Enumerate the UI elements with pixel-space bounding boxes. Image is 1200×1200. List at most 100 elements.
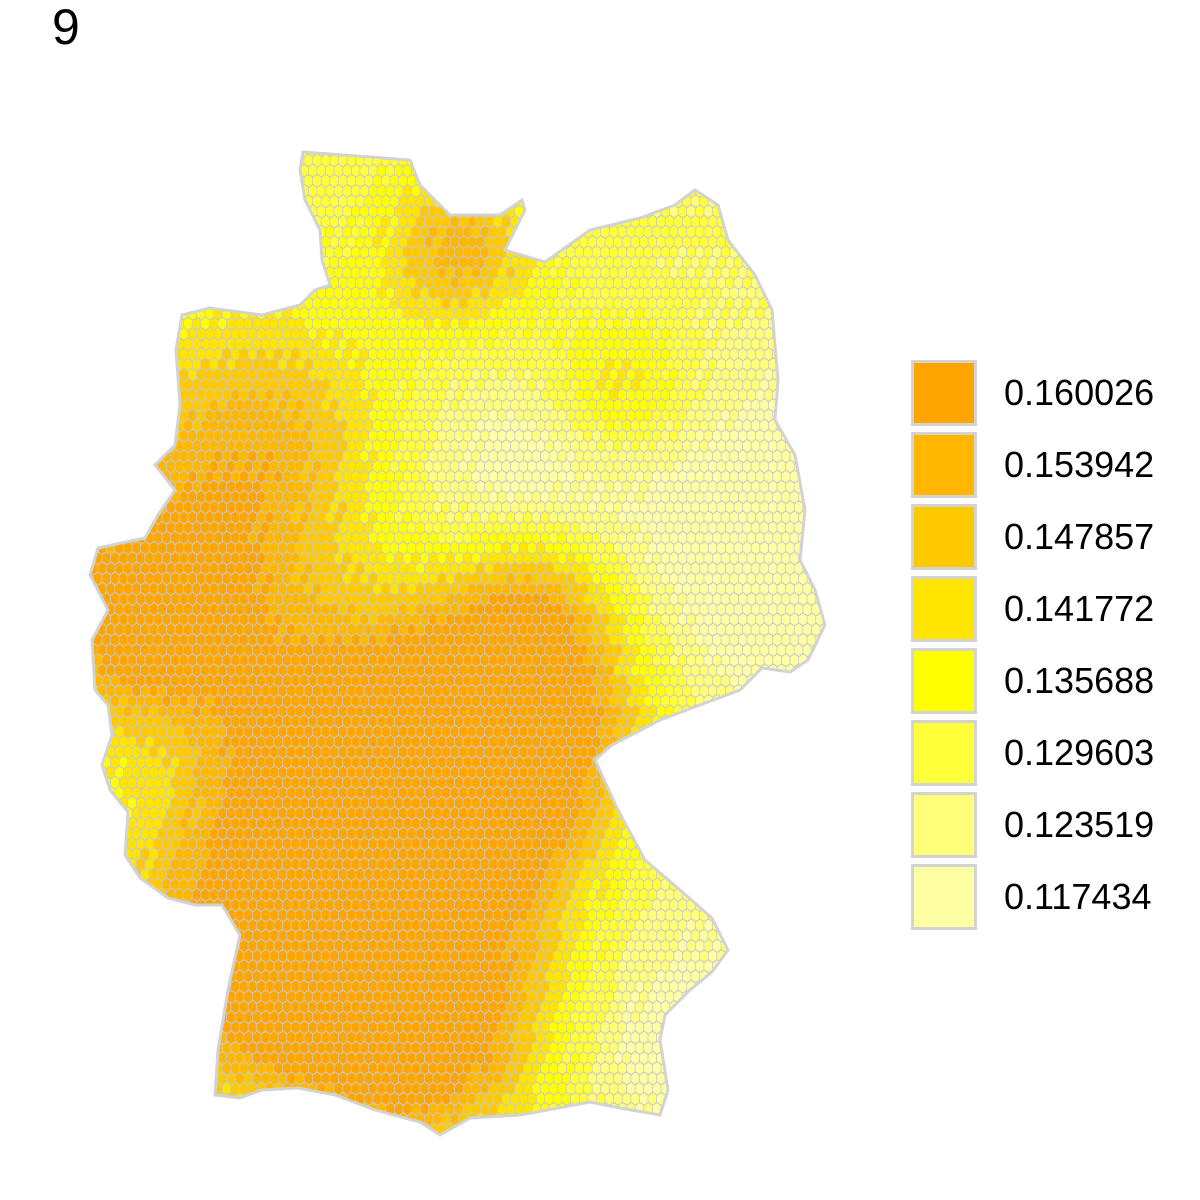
hex-cell	[114, 418, 125, 433]
hex-cell	[256, 286, 267, 300]
hex-cell	[596, 194, 606, 209]
hex-cell	[80, 623, 89, 636]
hex-cell	[588, 134, 597, 147]
hex-cell	[92, 204, 103, 219]
hex-cell	[651, 152, 662, 158]
hex-cell	[90, 469, 95, 484]
hex-cell	[604, 153, 615, 168]
hex-cell	[90, 316, 99, 331]
hex-cell	[596, 153, 606, 168]
hex-cell	[123, 316, 134, 331]
hex-cell	[557, 163, 568, 178]
hex-cell	[153, 265, 164, 280]
hex-cell	[622, 134, 631, 147]
hex-cell	[806, 510, 817, 525]
hex-cell	[230, 184, 241, 198]
hex-cell	[321, 134, 330, 147]
hex-cell	[140, 255, 151, 270]
hex-cell	[252, 134, 261, 147]
hex-cell	[123, 398, 134, 413]
hex-cell	[90, 500, 99, 515]
hex-cell	[90, 255, 99, 270]
hex-cell	[299, 224, 310, 239]
hex-cell	[110, 449, 121, 464]
hex-cell	[148, 275, 159, 290]
hex-cell	[746, 152, 757, 158]
hex-cell	[742, 173, 753, 188]
hex-cell	[110, 408, 121, 423]
hex-cell	[707, 704, 718, 719]
hex-cell	[127, 449, 138, 464]
hex-cell	[307, 224, 318, 239]
hex-cell	[798, 204, 809, 219]
hex-cell	[690, 153, 701, 168]
hex-cell	[785, 173, 796, 188]
hex-cell	[153, 326, 164, 341]
hex-cell	[485, 134, 494, 147]
hex-cell	[92, 490, 103, 504]
hex-cell	[97, 337, 108, 351]
hex-cell	[829, 378, 838, 391]
hex-cell	[527, 235, 538, 249]
hex-cell	[140, 316, 151, 331]
hex-cell	[829, 358, 838, 371]
hex-cell	[213, 265, 224, 280]
hex-cell	[230, 245, 241, 260]
hex-cell	[97, 418, 108, 433]
hex-cell	[548, 224, 559, 239]
hex-cell	[144, 428, 155, 443]
hex-cell	[798, 265, 809, 280]
hex-cell	[806, 469, 817, 484]
hex-cell	[591, 152, 602, 158]
hex-cell	[776, 214, 787, 229]
hex-cell	[763, 245, 774, 260]
hex-cell	[148, 173, 159, 188]
hex-cell	[819, 418, 825, 433]
hex-cell	[170, 245, 181, 260]
hex-cell	[570, 194, 581, 209]
hex-cell	[608, 204, 619, 219]
hex-cell	[170, 224, 181, 239]
hex-cell	[127, 152, 138, 158]
hex-cell	[531, 204, 542, 219]
hex-cell	[135, 286, 146, 300]
hex-cell	[92, 714, 103, 729]
hex-cell	[90, 510, 95, 525]
hex-cell	[574, 204, 585, 219]
hex-cell	[80, 644, 89, 657]
hex-cell	[135, 326, 146, 341]
hex-cell	[90, 377, 99, 392]
hex-cell	[789, 245, 800, 260]
hex-cell	[819, 561, 825, 576]
hex-cell	[256, 245, 267, 260]
hex-cell	[518, 153, 529, 168]
hex-cell	[531, 184, 542, 198]
hex-cell	[823, 306, 825, 321]
hex-cell	[802, 377, 813, 392]
hex-cell	[247, 184, 258, 198]
hex-cell	[234, 296, 245, 311]
hex-cell	[802, 398, 813, 413]
hex-cell	[815, 245, 825, 260]
hex-cell	[221, 224, 232, 239]
hex-cell	[466, 173, 478, 188]
hex-cell	[282, 152, 293, 158]
hex-cell	[712, 163, 723, 178]
hex-cell	[213, 204, 224, 219]
hex-cell	[131, 337, 142, 351]
hex-cell	[656, 153, 667, 168]
hex-cell	[786, 134, 795, 147]
hex-cell	[750, 153, 761, 168]
hex-cell	[785, 296, 796, 311]
hex-cell	[785, 337, 796, 351]
hex-cell	[578, 194, 589, 209]
hex-cell	[823, 224, 825, 239]
hex-cell	[148, 214, 159, 229]
hex-cell	[806, 408, 817, 423]
hex-cell	[776, 173, 787, 188]
hex-cell	[239, 245, 250, 260]
hex-cell	[226, 235, 237, 249]
hex-cell	[535, 173, 546, 188]
hex-cell	[90, 612, 95, 627]
hex-cell	[772, 673, 783, 688]
